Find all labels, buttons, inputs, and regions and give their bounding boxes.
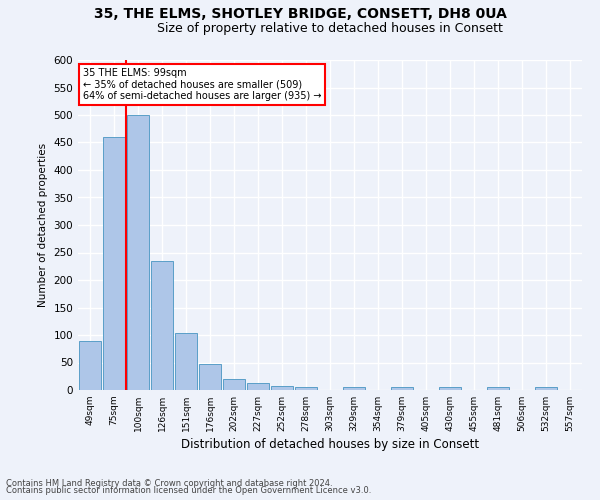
Text: 35 THE ELMS: 99sqm
← 35% of detached houses are smaller (509)
64% of semi-detach: 35 THE ELMS: 99sqm ← 35% of detached hou… — [83, 68, 322, 102]
Bar — [391, 387, 413, 390]
Bar — [151, 261, 173, 390]
Bar — [271, 386, 293, 390]
Title: Size of property relative to detached houses in Consett: Size of property relative to detached ho… — [157, 22, 503, 35]
X-axis label: Distribution of detached houses by size in Consett: Distribution of detached houses by size … — [181, 438, 479, 451]
Y-axis label: Number of detached properties: Number of detached properties — [38, 143, 48, 307]
Bar — [223, 379, 245, 390]
Bar — [439, 387, 461, 390]
Bar — [247, 383, 269, 390]
Bar — [487, 387, 509, 390]
Bar — [343, 387, 365, 390]
Bar — [535, 387, 557, 390]
Bar — [175, 334, 197, 390]
Text: Contains HM Land Registry data © Crown copyright and database right 2024.: Contains HM Land Registry data © Crown c… — [6, 478, 332, 488]
Bar — [295, 387, 317, 390]
Text: 35, THE ELMS, SHOTLEY BRIDGE, CONSETT, DH8 0UA: 35, THE ELMS, SHOTLEY BRIDGE, CONSETT, D… — [94, 8, 506, 22]
Bar — [79, 340, 101, 390]
Bar — [103, 137, 125, 390]
Text: Contains public sector information licensed under the Open Government Licence v3: Contains public sector information licen… — [6, 486, 371, 495]
Bar — [199, 364, 221, 390]
Bar — [127, 115, 149, 390]
